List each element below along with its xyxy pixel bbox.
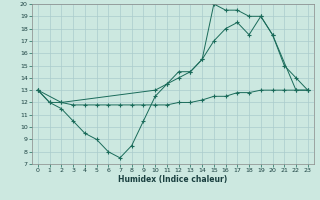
X-axis label: Humidex (Indice chaleur): Humidex (Indice chaleur) [118,175,228,184]
